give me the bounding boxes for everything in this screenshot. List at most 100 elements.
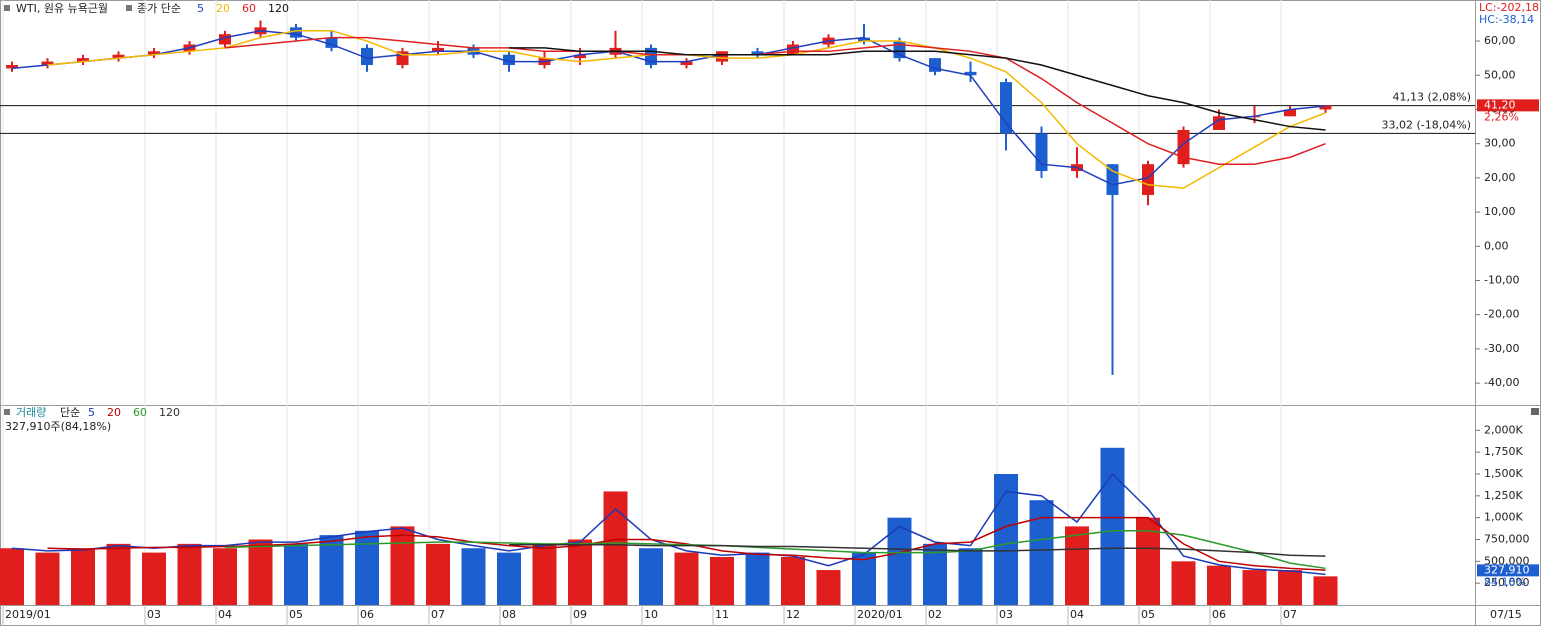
- candle-body: [361, 47, 373, 65]
- change-label: 2,26%: [1484, 110, 1519, 123]
- volume-bar: [355, 530, 379, 605]
- volume-bar: [426, 543, 450, 605]
- candle-body: [1284, 109, 1296, 117]
- candle-body: [219, 34, 231, 45]
- legend-entry: 120: [268, 2, 289, 15]
- volume-bar: [248, 539, 273, 605]
- legend-entry: 20: [107, 406, 121, 419]
- candle-body: [112, 54, 125, 59]
- candle-body: [325, 37, 338, 48]
- ratio-label: 84,18%: [1484, 575, 1526, 588]
- y-tick-label: 750,000: [1484, 532, 1530, 545]
- x-tick-label: 05: [289, 608, 303, 621]
- ma-line: [509, 47, 1326, 131]
- candle-body: [1319, 105, 1332, 110]
- candle-body: [77, 58, 89, 62]
- y-tick-label: -10,00: [1484, 273, 1519, 286]
- legend-entry: 5: [88, 406, 95, 419]
- candle-body: [503, 54, 515, 65]
- legend-entry: 5: [197, 2, 204, 15]
- legend-title: 단순: [60, 406, 80, 419]
- volume-bar: [1313, 576, 1338, 605]
- ma-line: [224, 530, 1326, 570]
- legend-marker: [4, 5, 10, 11]
- volume-bar: [461, 548, 486, 605]
- volume-bar: [816, 570, 841, 605]
- ma-line: [509, 543, 1326, 557]
- x-tick-label: 04: [218, 608, 232, 621]
- y-tick-label: -30,00: [1484, 342, 1519, 355]
- y-tick-label: 50,00: [1484, 68, 1516, 81]
- candle-body: [716, 51, 728, 62]
- candle-body: [858, 37, 870, 42]
- panel-button[interactable]: [1531, 408, 1539, 415]
- y-tick-label: 1,750K: [1484, 445, 1523, 458]
- candle-body: [1035, 133, 1048, 172]
- y-tick-label: 60,00: [1484, 34, 1516, 47]
- candle-body: [680, 61, 693, 65]
- y-tick-label: 250,000: [1484, 576, 1530, 589]
- x-tick-label: 05: [1141, 608, 1155, 621]
- x-tick-label: 06: [1212, 608, 1226, 621]
- y-tick-label: 20,00: [1484, 171, 1516, 184]
- x-tick-label: 04: [1070, 608, 1084, 621]
- reference-label: 41,13 (2,08%): [1392, 91, 1471, 104]
- x-tick-label: 2019/01: [5, 608, 51, 621]
- x-tick-label: 12: [786, 608, 800, 621]
- y-tick-label: 0,00: [1484, 239, 1509, 252]
- y-tick-label: 1,000K: [1484, 511, 1523, 524]
- y-tick-label: -40,00: [1484, 376, 1519, 389]
- candle-body: [964, 71, 977, 76]
- x-tick-label: 06: [360, 608, 374, 621]
- ma-line: [11, 472, 1326, 576]
- legend-entry: 120: [159, 406, 180, 419]
- ma-line: [224, 36, 1326, 165]
- y-tick-label: 10,00: [1484, 205, 1516, 218]
- volume-info: 327,910주(84,18%): [5, 420, 111, 433]
- ma-line: [47, 516, 1326, 571]
- candle-body: [751, 51, 764, 55]
- y-tick-label: 30,00: [1484, 137, 1516, 150]
- volume-bar: [568, 539, 592, 605]
- legend-entry: 20: [216, 2, 230, 15]
- volume-bar: [923, 543, 947, 605]
- candle-body: [41, 61, 54, 65]
- volume-bar: [603, 491, 628, 605]
- candle-body: [6, 64, 18, 69]
- volume-bar: [852, 552, 876, 605]
- volume-bar: [0, 548, 24, 605]
- last-volume-label: 327,910: [1484, 563, 1530, 576]
- candle-body: [432, 47, 444, 52]
- volume-bar: [142, 552, 166, 605]
- y-tick-label: -20,00: [1484, 308, 1519, 321]
- volume-bar: [745, 552, 770, 605]
- y-tick-label: 2,000K: [1484, 423, 1523, 436]
- hc-label: HC:-38,14: [1479, 13, 1534, 26]
- x-tick-label: 08: [502, 608, 516, 621]
- candle-body: [1106, 164, 1119, 195]
- volume-bar: [106, 543, 131, 605]
- volume-bar: [1207, 565, 1231, 605]
- legend-entry: 60: [133, 406, 147, 419]
- lc-label: LC:-202,18: [1479, 1, 1539, 14]
- volume-title: 거래량: [16, 406, 46, 419]
- volume-bar: [958, 548, 983, 605]
- x-tick-label: 03: [147, 608, 161, 621]
- volume-bar: [1065, 526, 1089, 605]
- volume-bar: [319, 535, 344, 605]
- y-tick-label: 500,000: [1484, 554, 1530, 567]
- volume-bar: [497, 552, 521, 605]
- y-tick-label: 1,250K: [1484, 489, 1523, 502]
- volume-bar: [71, 548, 95, 605]
- candle-body: [148, 51, 160, 55]
- x-tick-label: 09: [573, 608, 587, 621]
- legend-entry: 60: [242, 2, 256, 15]
- x-end-label: 07/15: [1490, 608, 1522, 621]
- volume-bar: [35, 552, 60, 605]
- x-tick-label: 07: [431, 608, 445, 621]
- volume-bar: [284, 543, 308, 605]
- candle-body: [645, 47, 657, 65]
- volume-bar: [1242, 570, 1267, 605]
- volume-bar: [994, 473, 1018, 605]
